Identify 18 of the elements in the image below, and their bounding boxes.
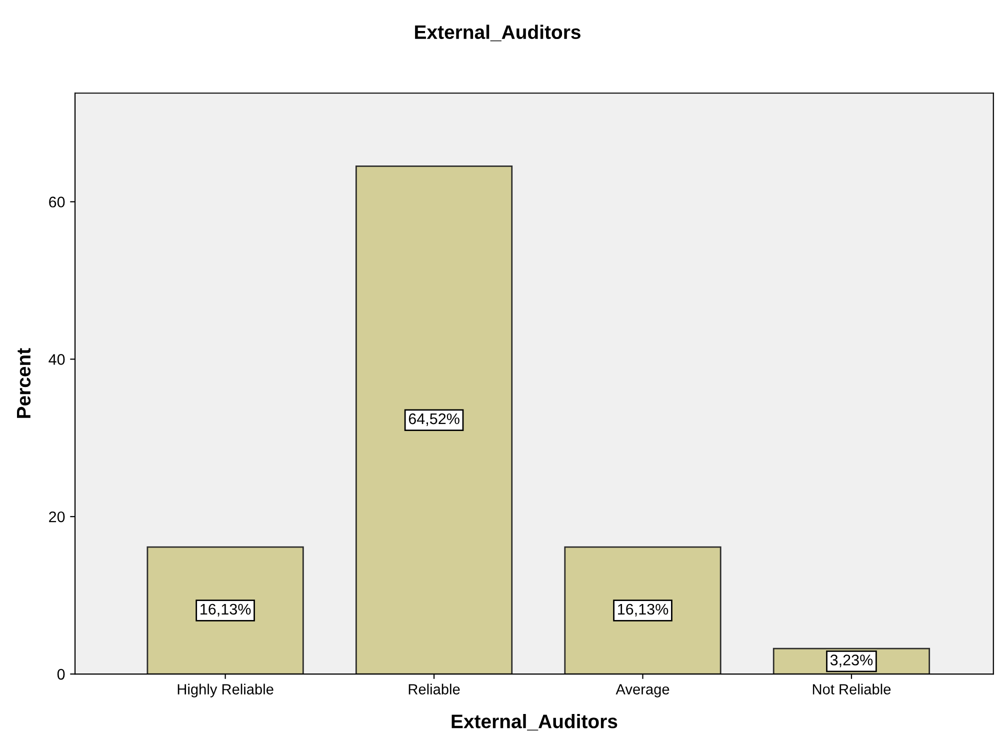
y-tick-label: 60 bbox=[49, 196, 65, 208]
y-axis-title: Percent bbox=[17, 348, 31, 418]
chart-title: External_Auditors bbox=[415, 24, 580, 42]
x-axis-title: External_Auditors bbox=[452, 714, 618, 730]
x-tick-label: Reliable bbox=[408, 684, 460, 694]
y-tick-label: 40 bbox=[48, 354, 65, 365]
x-tick-label: Average bbox=[616, 684, 670, 698]
bar bbox=[355, 165, 513, 674]
data-label: 16,13% bbox=[618, 604, 668, 616]
bar bbox=[564, 546, 722, 674]
data-label: 3,23% bbox=[830, 654, 873, 668]
y-tick-label: 20 bbox=[49, 511, 65, 522]
data-label: 64,52% bbox=[408, 413, 460, 426]
x-tick-label: Highly Reliable bbox=[178, 684, 274, 698]
x-tick-label: Not Reliable bbox=[812, 684, 891, 694]
y-tick-label: 0 bbox=[57, 668, 65, 680]
data-label: 16,13% bbox=[200, 604, 251, 616]
bar bbox=[146, 546, 304, 674]
